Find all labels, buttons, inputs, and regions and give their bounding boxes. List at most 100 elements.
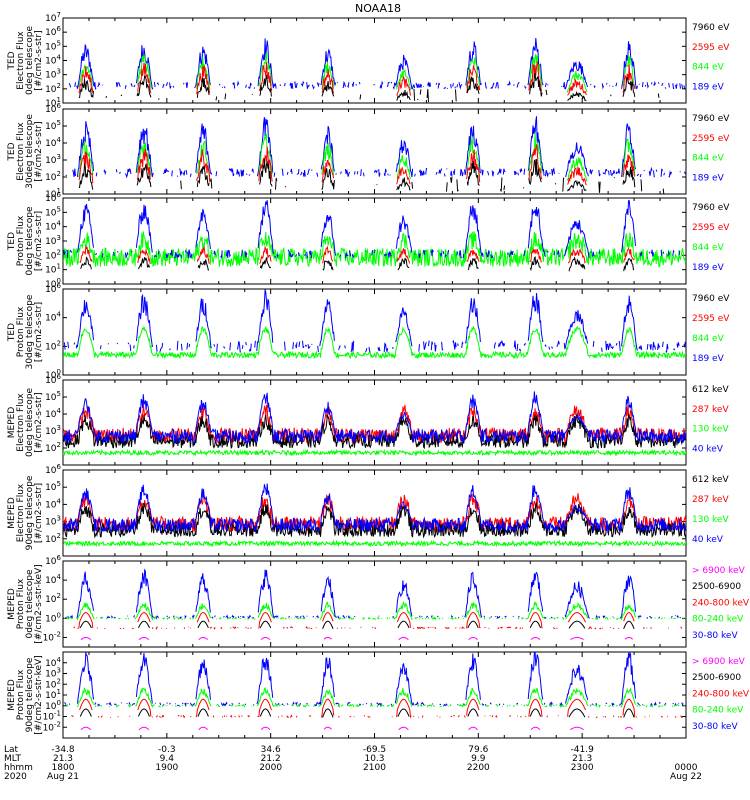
- series-group: [64, 652, 686, 731]
- series-black: [79, 708, 635, 718]
- y-tick-label: 105: [45, 39, 61, 52]
- legend-item: 30-80 keV: [692, 722, 738, 732]
- y-tick-label: 100: [45, 277, 61, 290]
- legend-item: > 6900 keV: [692, 657, 746, 667]
- panel-frame: [62, 197, 687, 285]
- x-tick-label: Aug 21: [47, 772, 79, 782]
- x-tick-label: 21.3: [572, 754, 592, 764]
- series-black: [80, 256, 635, 272]
- y-tick-label: 10-1: [43, 710, 61, 723]
- y-axis-label: TEDProton Flux30deg telescope[#/cm2-s-st…: [7, 294, 44, 369]
- series-blue: [66, 570, 686, 619]
- legend-item: 2500-6900: [692, 582, 741, 592]
- y-tick-label: 103: [45, 153, 61, 166]
- y-tick-label: 106: [45, 373, 61, 386]
- y-tick-label: 100: [45, 699, 61, 712]
- legend-item: 189 eV: [692, 173, 725, 183]
- x-row-label: 2020: [4, 772, 27, 782]
- x-tick-label: 34.6: [261, 745, 281, 755]
- y-tick-label: 102: [45, 532, 61, 545]
- panel-frame: [62, 108, 687, 195]
- legend-item: 844 eV: [692, 243, 725, 253]
- legend-item: 189 eV: [692, 354, 725, 364]
- series-green: [63, 448, 686, 457]
- y-tick-label: 103: [45, 424, 61, 437]
- legend-item: 844 eV: [692, 63, 725, 73]
- y-tick-label: 101: [45, 187, 61, 200]
- series-green: [63, 325, 686, 360]
- chart-title: NOAA18: [355, 2, 401, 15]
- y-tick-label: 104: [45, 407, 61, 420]
- legend-item: 7960 eV: [692, 114, 730, 124]
- legend-item: 240-800 keV: [692, 598, 750, 608]
- y-tick-label: 102: [45, 248, 61, 261]
- legend-item: 130 keV: [692, 425, 729, 435]
- series-green: [63, 231, 686, 268]
- y-tick-label: 104: [45, 573, 61, 586]
- x-tick-label: -34.8: [51, 745, 75, 755]
- series-green: [63, 539, 686, 548]
- series-red: [78, 143, 636, 186]
- y-tick-label: 100: [45, 368, 61, 381]
- x-tick-label: 1900: [155, 763, 178, 773]
- series-red: [73, 613, 684, 629]
- legend-item: 80-240 keV: [692, 615, 744, 625]
- y-tick-label: 106: [45, 102, 61, 115]
- legend-item: 80-240 keV: [692, 706, 744, 716]
- legend-item: 130 keV: [692, 515, 729, 525]
- legend-item: 40 keV: [692, 535, 724, 545]
- y-tick-label: 101: [45, 96, 61, 109]
- series-group: [63, 289, 686, 360]
- y-tick-label: 102: [45, 170, 61, 183]
- y-tick-label: 104: [45, 311, 61, 324]
- series-green: [78, 132, 636, 182]
- legend-item: 2500-6900: [692, 673, 741, 683]
- x-tick-label: Aug 22: [670, 772, 702, 782]
- legend-item: 2595 eV: [692, 223, 730, 233]
- y-tick-label: 106: [45, 191, 61, 204]
- x-tick-label: -0.3: [158, 745, 176, 755]
- y-tick-label: 104: [45, 136, 61, 149]
- x-tick-label: -69.5: [363, 745, 386, 755]
- x-row-label: hhmm: [4, 763, 33, 773]
- legend-item: 612 keV: [692, 475, 729, 485]
- x-tick-label: 0000: [675, 763, 698, 773]
- y-tick-label: 107: [45, 11, 61, 24]
- legend-item: 189 eV: [692, 82, 725, 92]
- legend-item: 30-80 keV: [692, 631, 738, 641]
- y-axis-label: TEDProton Flux0deg telescope[#/cm2-s-str…: [7, 206, 44, 276]
- y-tick-label: 102: [45, 677, 61, 690]
- y-tick-label: 104: [45, 220, 61, 233]
- y-tick-label: 103: [45, 667, 61, 680]
- y-tick-label: 10-2: [43, 630, 61, 643]
- y-tick-label: 103: [45, 234, 61, 247]
- legend-item: 287 keV: [692, 495, 729, 505]
- x-tick-label: 9.4: [160, 754, 175, 764]
- y-tick-label: 103: [45, 68, 61, 81]
- series-group: [63, 200, 686, 272]
- x-tick-label: 2200: [467, 763, 490, 773]
- y-tick-label: 102: [45, 82, 61, 95]
- series-green: [78, 52, 636, 93]
- series-blue: [65, 116, 686, 179]
- y-tick-label: 102: [45, 339, 61, 352]
- x-tick-label: 10.3: [364, 754, 384, 764]
- legend-item: 189 eV: [692, 263, 725, 273]
- y-tick-label: 102: [45, 592, 61, 605]
- y-tick-label: 105: [45, 390, 61, 403]
- series-group: [63, 391, 686, 457]
- x-tick-label: 1800: [52, 763, 75, 773]
- y-tick-label: 106: [45, 554, 61, 567]
- legend-item: 844 eV: [692, 154, 725, 164]
- x-tick-label: 21.3: [53, 754, 73, 764]
- panel-frame: [62, 651, 687, 739]
- y-tick-label: 105: [45, 205, 61, 218]
- y-axis-label: MEPEDProton Flux90deg telescope[#/cm2-s-…: [7, 655, 44, 734]
- legend-item: 40 keV: [692, 444, 724, 454]
- x-tick-label: 9.9: [471, 754, 486, 764]
